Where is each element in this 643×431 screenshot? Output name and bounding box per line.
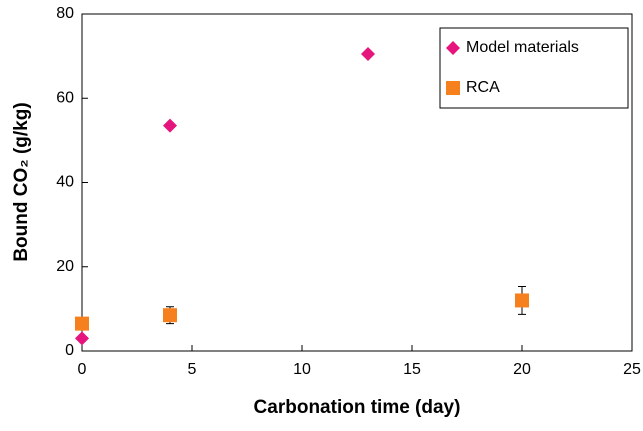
legend-box (439, 27, 629, 109)
legend-marker (446, 41, 460, 55)
data-point (163, 308, 177, 323)
y-tick-label: 0 (65, 342, 74, 359)
x-tick-label: 5 (188, 361, 197, 378)
x-tick-label: 10 (293, 361, 311, 378)
data-point (75, 331, 89, 346)
y-axis-label: Bound CO₂ (g/kg) (11, 102, 32, 261)
y-tick-label: 60 (56, 89, 74, 106)
y-tick-label: 40 (56, 174, 74, 191)
x-tick-label: 15 (403, 361, 421, 378)
data-point (75, 316, 89, 331)
data-point (163, 118, 177, 133)
x-tick-label: 25 (623, 361, 641, 378)
data-point (361, 47, 375, 62)
y-tick-label: 20 (56, 258, 74, 275)
x-axis-label: Carbonation time (day) (254, 397, 461, 418)
y-tick-label: 80 (56, 5, 74, 22)
legend-label: Model materials (466, 39, 579, 56)
x-tick-label: 20 (513, 361, 531, 378)
data-point (515, 293, 529, 308)
x-tick-label: 0 (78, 361, 87, 378)
legend-label: RCA (466, 79, 500, 96)
legend-marker (446, 81, 460, 95)
